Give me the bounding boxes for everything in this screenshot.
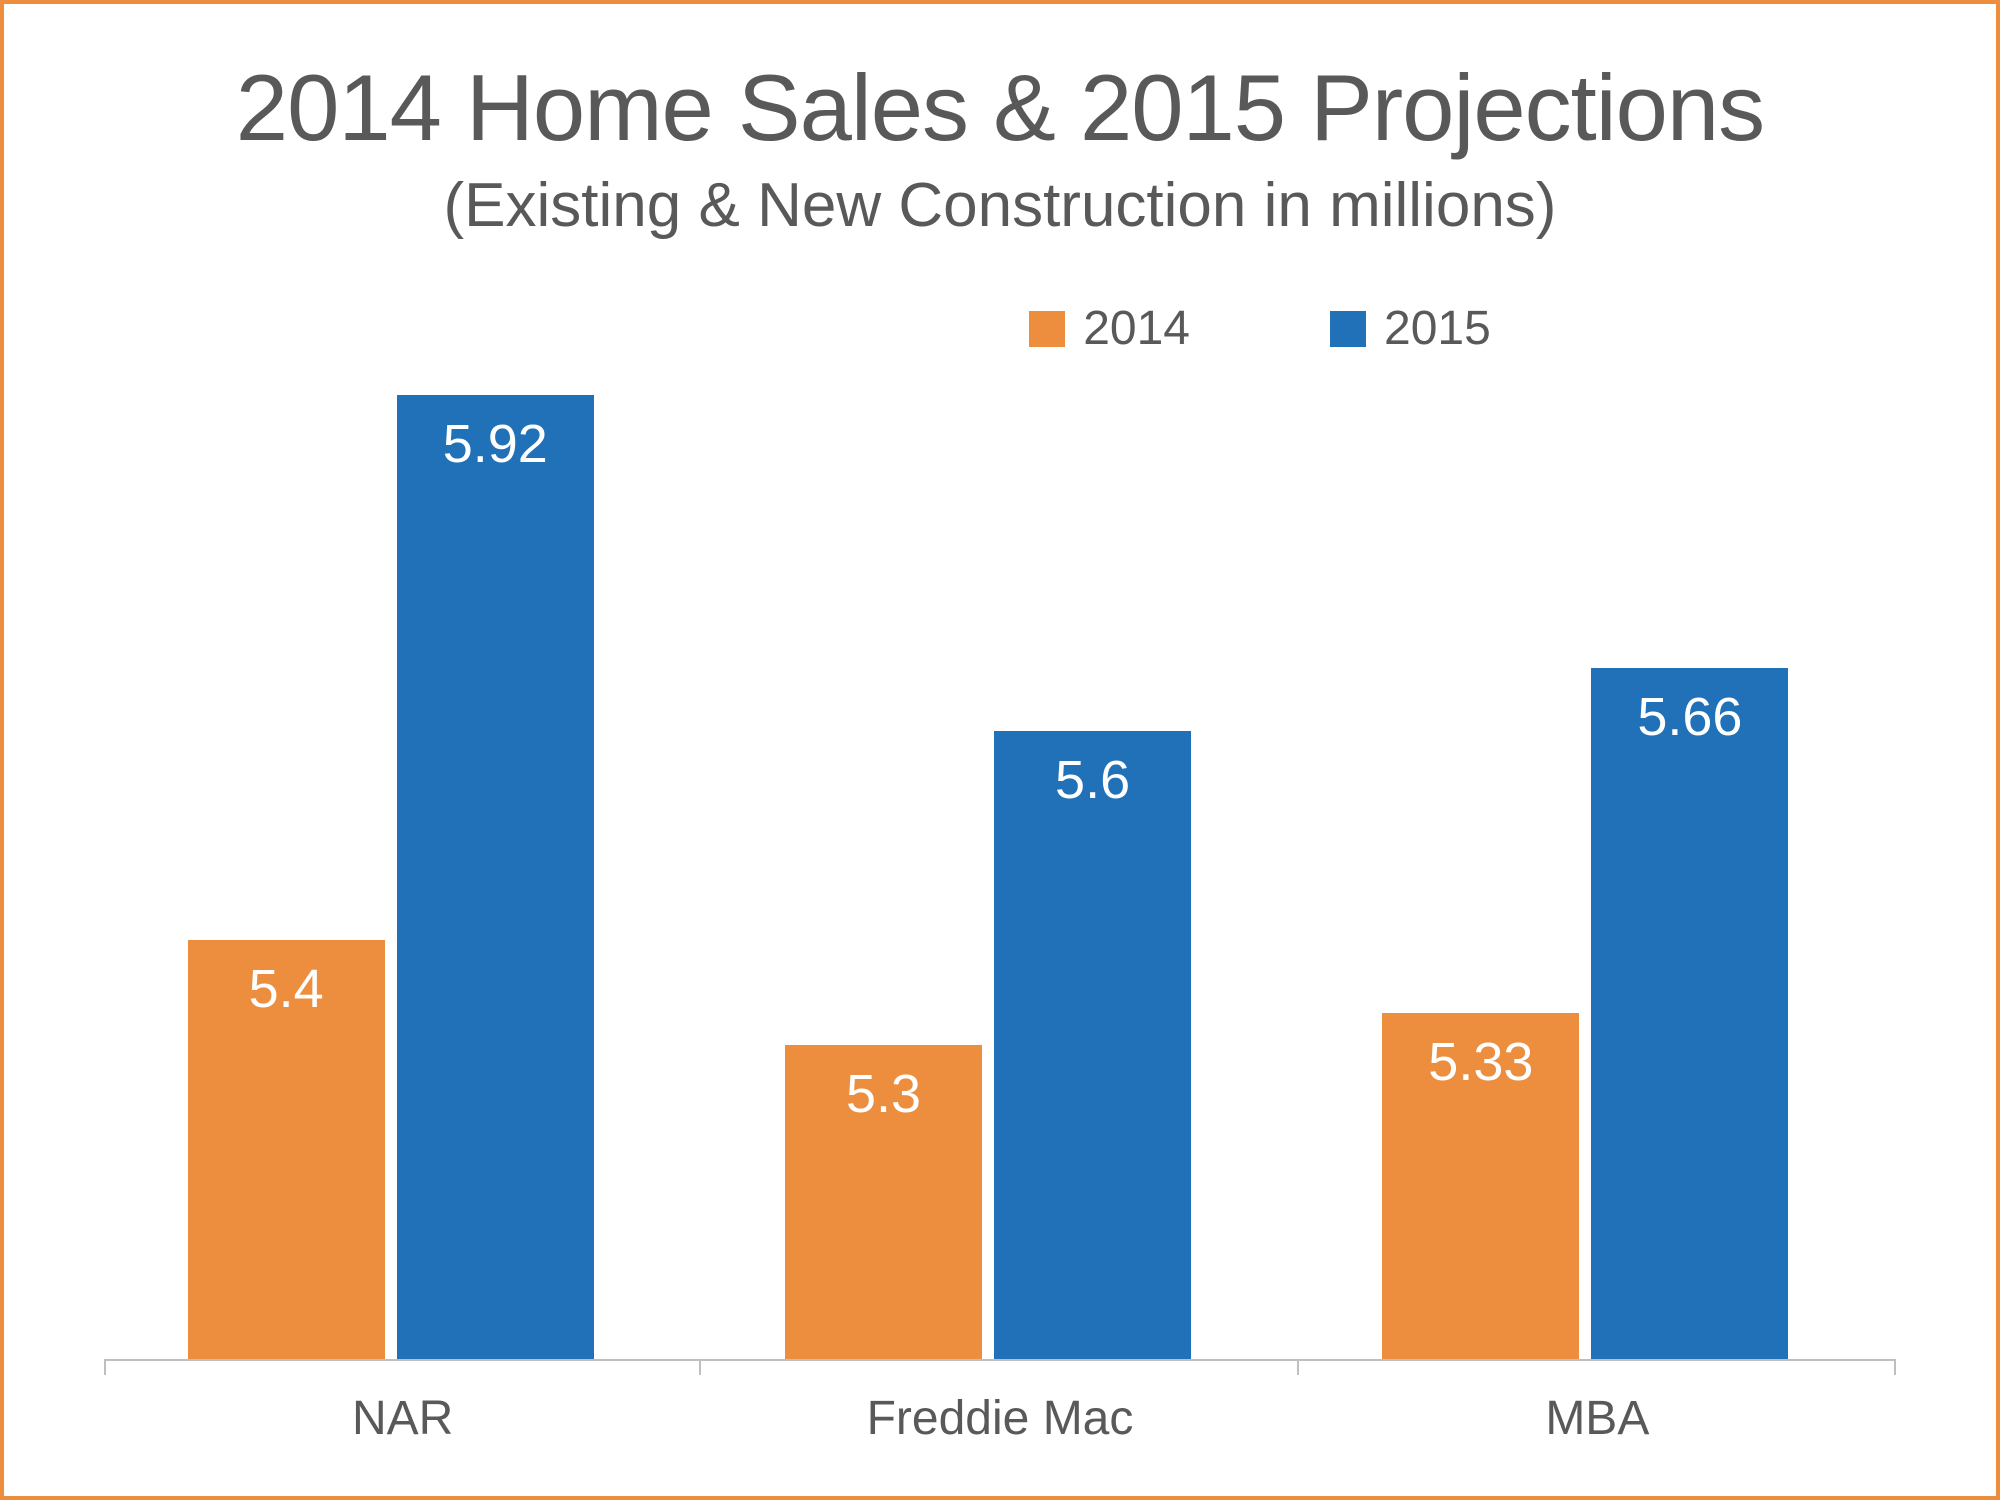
bar-value-label: 5.92 [397,413,594,475]
bar: 5.92 [397,395,594,1359]
bar-group: 5.3 5.6 [701,366,1298,1361]
chart-title: 2014 Home Sales & 2015 Projections [64,54,1936,162]
axis-tick [1297,1361,1299,1375]
x-axis-label: MBA [1299,1391,1896,1446]
legend-label-2014: 2014 [1083,301,1190,356]
bar: 5.3 [785,1045,982,1359]
bar: 5.66 [1591,668,1788,1359]
axis-tick [1894,1361,1896,1375]
legend-item-2014: 2014 [1029,301,1190,356]
legend-item-2015: 2015 [1330,301,1491,356]
chart-legend: 2014 2015 [584,301,1936,356]
x-axis-labels: NARFreddie MacMBA [104,1391,1896,1446]
bar-group: 5.33 5.66 [1299,366,1896,1361]
bar-value-label: 5.33 [1382,1031,1579,1093]
bar: 5.33 [1382,1013,1579,1359]
legend-swatch-2015 [1330,311,1366,347]
bar-groups: 5.4 5.92 5.3 5.6 5.33 5.66 [104,366,1896,1361]
bar-value-label: 5.4 [188,958,385,1020]
legend-swatch-2014 [1029,311,1065,347]
x-axis-label: NAR [104,1391,701,1446]
axis-tick [699,1361,701,1375]
bar-group: 5.4 5.92 [104,366,701,1361]
bar-value-label: 5.6 [994,749,1191,811]
chart-frame: 2014 Home Sales & 2015 Projections (Exis… [0,0,2000,1500]
axis-tick [104,1361,106,1375]
plot-area: 5.4 5.92 5.3 5.6 5.33 5.66 NARFreddie MacMBA [64,366,1936,1446]
bar-value-label: 5.3 [785,1063,982,1125]
bar: 5.6 [994,731,1191,1359]
bar-value-label: 5.66 [1591,686,1788,748]
legend-label-2015: 2015 [1384,301,1491,356]
x-axis-label: Freddie Mac [701,1391,1298,1446]
plot: 5.4 5.92 5.3 5.6 5.33 5.66 [104,366,1896,1361]
chart-subtitle: (Existing & New Construction in millions… [64,170,1936,241]
bar: 5.4 [188,940,385,1359]
